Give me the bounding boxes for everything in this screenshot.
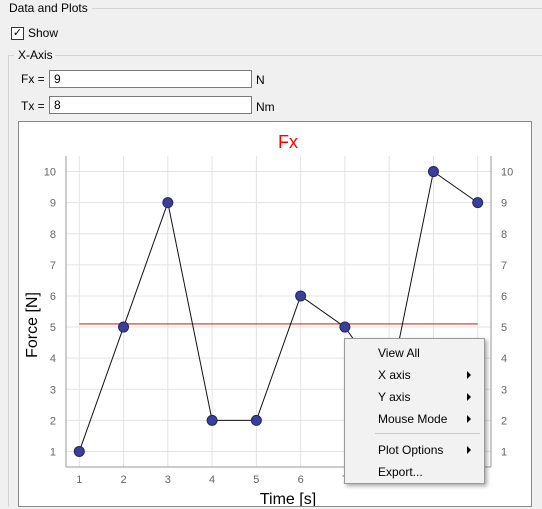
data-point <box>118 321 130 333</box>
menu-item-label: View All <box>378 346 420 360</box>
data-point <box>427 166 439 178</box>
submenu-arrow-icon <box>467 393 471 401</box>
x-tick-label: 3 <box>165 474 171 486</box>
fx-unit: N <box>256 73 265 87</box>
y-tick-label-left: 1 <box>50 446 56 458</box>
tx-input[interactable]: 8 <box>49 96 252 114</box>
tx-label: Tx = <box>21 99 45 113</box>
y-tick-label-right: 2 <box>501 415 507 427</box>
y-axis-label: Force [N] <box>24 292 41 358</box>
y-tick-label-left: 3 <box>50 384 56 396</box>
y-tick-label-right: 6 <box>501 291 507 303</box>
data-point <box>250 414 262 426</box>
show-label[interactable]: Show <box>28 26 59 40</box>
tx-unit: Nm <box>256 100 275 114</box>
submenu-arrow-icon <box>467 371 471 379</box>
y-tick-label-left: 4 <box>50 353 56 365</box>
menu-item-label: X axis <box>378 368 411 382</box>
menu-item-label: Export... <box>378 465 423 479</box>
xaxis-group-line-right <box>55 55 542 56</box>
y-tick-label-left: 9 <box>50 198 56 210</box>
y-tick-label-right: 4 <box>501 353 507 365</box>
menu-separator <box>375 433 480 434</box>
y-tick-label-right: 9 <box>501 198 507 210</box>
y-tick-label-left: 2 <box>50 415 56 427</box>
section-divider <box>92 8 542 9</box>
y-tick-label-right: 5 <box>501 322 507 334</box>
menu-item-y-axis[interactable]: Y axis <box>346 386 483 408</box>
section-title: Data and Plots <box>9 1 88 15</box>
y-tick-label-left: 10 <box>44 167 56 179</box>
menu-item-export[interactable]: Export... <box>346 461 483 483</box>
chart-title: Fx <box>278 132 298 152</box>
series-line <box>78 170 479 452</box>
y-tick-label-right: 7 <box>501 260 507 272</box>
y-tick-label-left: 6 <box>50 291 56 303</box>
menu-item-label: Plot Options <box>378 443 444 457</box>
data-point <box>295 290 307 302</box>
menu-item-label: Mouse Mode <box>378 412 448 426</box>
fx-input[interactable]: 9 <box>49 70 252 88</box>
menu-item-plot-options[interactable]: Plot Options <box>346 439 483 461</box>
xaxis-group-border-left <box>8 55 9 507</box>
submenu-arrow-icon <box>467 446 471 454</box>
submenu-arrow-icon <box>467 415 471 423</box>
xaxis-group-line-left <box>8 55 14 56</box>
menu-item-view-all[interactable]: View All <box>346 342 483 364</box>
data-point <box>339 321 351 333</box>
x-tick-label: 1 <box>76 474 82 486</box>
y-tick-label-right: 8 <box>501 229 507 241</box>
x-tick-label: 5 <box>253 474 259 486</box>
menu-item-x-axis[interactable]: X axis <box>346 364 483 386</box>
x-tick-label: 6 <box>298 474 304 486</box>
fx-label: Fx = <box>21 72 45 86</box>
x-tick-label: 4 <box>209 474 215 486</box>
y-tick-label-left: 5 <box>50 322 56 334</box>
y-tick-label-right: 10 <box>501 167 513 179</box>
xaxis-group-title: X-Axis <box>18 48 53 62</box>
x-axis-label: Time [s] <box>260 491 316 506</box>
show-checkbox[interactable]: ✓ <box>11 27 24 40</box>
data-point <box>73 445 85 457</box>
menu-item-mouse-mode[interactable]: Mouse Mode <box>346 408 483 430</box>
y-tick-label-right: 3 <box>501 384 507 396</box>
data-point <box>162 197 174 209</box>
y-tick-label-left: 7 <box>50 260 56 272</box>
y-tick-label-left: 8 <box>50 229 56 241</box>
plot-context-menu: View All X axis Y axis Mouse Mode Plot O… <box>344 338 485 484</box>
y-tick-label-right: 1 <box>501 446 507 458</box>
menu-item-label: Y axis <box>378 390 411 404</box>
x-tick-label: 2 <box>120 474 126 486</box>
data-point <box>206 414 218 426</box>
data-point <box>472 197 484 209</box>
